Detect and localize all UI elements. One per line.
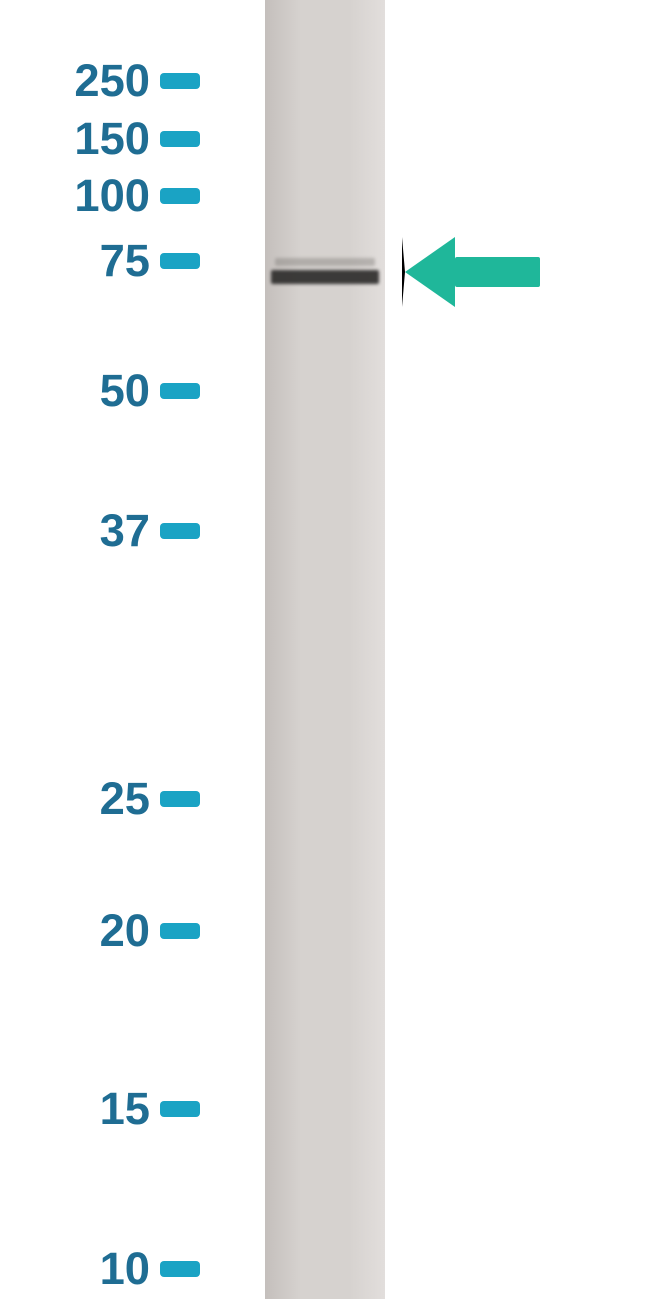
mw-marker-dash-icon bbox=[160, 188, 200, 204]
gel-lane bbox=[265, 0, 385, 1299]
mw-marker-dash-icon bbox=[160, 1101, 200, 1117]
mw-marker-row: 15 bbox=[84, 1083, 200, 1135]
mw-marker-dash-icon bbox=[160, 523, 200, 539]
mw-marker-label: 10 bbox=[84, 1243, 150, 1295]
arrow-head-icon bbox=[402, 237, 455, 307]
mw-marker-row: 250 bbox=[52, 55, 200, 107]
mw-marker-row: 150 bbox=[52, 113, 200, 165]
mw-marker-row: 25 bbox=[80, 773, 200, 825]
mw-marker-dash-icon bbox=[160, 1261, 200, 1277]
mw-marker-label: 37 bbox=[80, 505, 150, 557]
mw-marker-label: 100 bbox=[52, 170, 150, 222]
mw-marker-dash-icon bbox=[160, 791, 200, 807]
protein-band bbox=[275, 258, 375, 266]
mw-marker-label: 50 bbox=[80, 365, 150, 417]
mw-marker-label: 250 bbox=[52, 55, 150, 107]
mw-marker-row: 37 bbox=[80, 505, 200, 557]
mw-marker-label: 75 bbox=[80, 235, 150, 287]
western-blot: 250 150100 75 50 37 25 20 15 10 bbox=[0, 0, 650, 1299]
mw-marker-dash-icon bbox=[160, 383, 200, 399]
mw-marker-label: 150 bbox=[52, 113, 150, 165]
mw-marker-dash-icon bbox=[160, 73, 200, 89]
mw-marker-label: 20 bbox=[80, 905, 150, 957]
protein-band bbox=[271, 270, 379, 284]
mw-marker-row: 75 bbox=[80, 235, 200, 287]
band-indicator-arrow bbox=[402, 237, 540, 307]
mw-marker-row: 50 bbox=[80, 365, 200, 417]
mw-marker-row: 10 bbox=[84, 1243, 200, 1295]
mw-marker-dash-icon bbox=[160, 923, 200, 939]
mw-marker-label: 15 bbox=[84, 1083, 150, 1135]
arrow-shaft bbox=[455, 257, 540, 287]
mw-marker-row: 100 bbox=[52, 170, 200, 222]
mw-marker-label: 25 bbox=[80, 773, 150, 825]
mw-marker-dash-icon bbox=[160, 131, 200, 147]
mw-marker-row: 20 bbox=[80, 905, 200, 957]
mw-marker-dash-icon bbox=[160, 253, 200, 269]
